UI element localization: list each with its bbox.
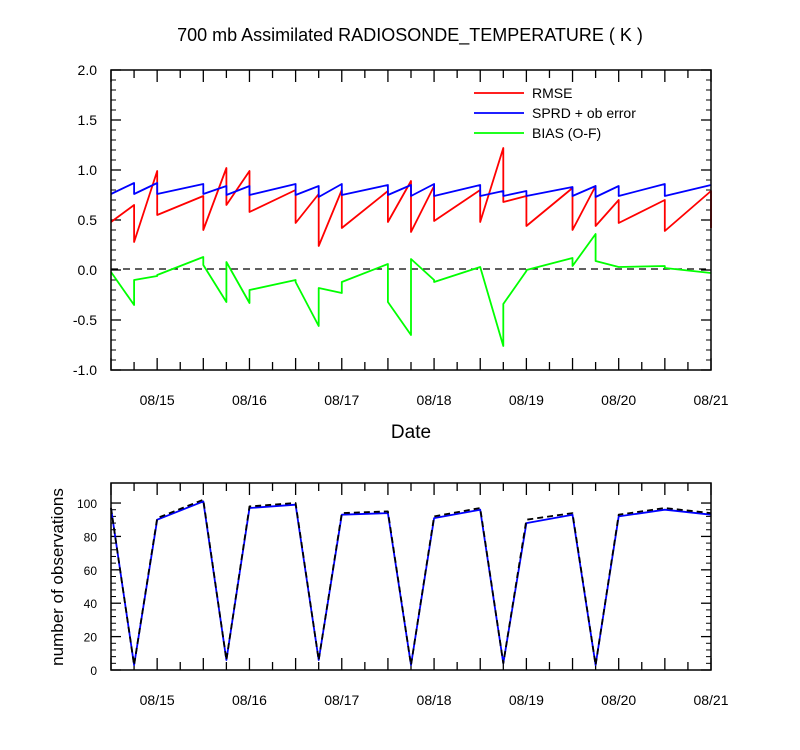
bottom-y-tick-label: 100 xyxy=(77,497,97,511)
top-y-tick-label: 1.0 xyxy=(78,162,98,178)
top-series-line-rmse xyxy=(110,147,712,247)
bottom-x-tick-label: 08/18 xyxy=(417,692,452,708)
bottom-x-tick-label: 08/17 xyxy=(324,692,359,708)
bottom-y-axis-label: number of observations xyxy=(48,488,67,666)
bottom-y-tick-label: 20 xyxy=(84,631,98,645)
bottom-x-tick-labels: 08/15 08/16 08/17 08/18 08/19 08/20 08/21 xyxy=(140,692,729,708)
bottom-series-line-series-0 xyxy=(110,500,712,666)
bottom-axis-ticks xyxy=(110,483,712,671)
top-x-tick-label: 08/15 xyxy=(140,392,175,408)
top-plot-frame xyxy=(110,69,712,371)
bottom-y-tick-label: 40 xyxy=(84,597,98,611)
top-panel: -1.0-0.50.00.51.01.52.0 08/15 08/16 08/17 0… xyxy=(73,62,729,443)
top-series-group xyxy=(110,147,712,347)
top-series-line-bias-o-f xyxy=(110,233,712,347)
top-x-tick-labels: 08/15 08/16 08/17 08/18 08/19 08/20 08/21 xyxy=(140,392,729,408)
top-x-axis-label: Date xyxy=(391,422,431,443)
bottom-x-tick-label: 08/21 xyxy=(693,692,728,708)
top-x-tick-label: 08/18 xyxy=(417,392,452,408)
top-y-tick-label: -1.0 xyxy=(73,362,97,378)
top-y-tick-label: 0.5 xyxy=(78,212,98,228)
bottom-x-tick-label: 08/16 xyxy=(232,692,267,708)
bottom-x-tick-label: 08/15 xyxy=(140,692,175,708)
top-x-tick-label: 08/21 xyxy=(693,392,728,408)
bottom-x-tick-label: 08/20 xyxy=(601,692,636,708)
chart-title: 700 mb Assimilated RADIOSONDE_TEMPERATUR… xyxy=(177,25,643,46)
top-axis-ticks xyxy=(110,69,712,371)
bottom-y-tick-labels: 0 20 40 60 80 100 xyxy=(77,497,97,678)
legend-label-rmse: RMSE xyxy=(532,85,572,101)
top-series-line-sprd-ob-error xyxy=(110,182,712,198)
top-y-tick-label: 2.0 xyxy=(78,62,98,78)
bottom-series-line-series-1 xyxy=(110,498,712,666)
top-x-tick-label: 08/20 xyxy=(601,392,636,408)
bottom-plot-frame xyxy=(110,482,712,671)
legend-label-sprd: SPRD + ob error xyxy=(532,105,636,121)
legend-label-bias: BIAS (O-F) xyxy=(532,125,601,141)
top-y-tick-label: -0.5 xyxy=(73,312,97,328)
bottom-y-tick-label: 80 xyxy=(84,530,98,544)
bottom-x-tick-label: 08/19 xyxy=(509,692,544,708)
top-y-tick-label: 0.0 xyxy=(78,262,98,278)
top-x-tick-label: 08/16 xyxy=(232,392,267,408)
legend: RMSE SPRD + ob error BIAS (O-F) xyxy=(474,85,636,141)
top-y-tick-label: 1.5 xyxy=(78,112,98,128)
bottom-series-group xyxy=(110,498,712,666)
top-y-tick-labels: -1.0 -0.5 0.0 0.5 1.0 1.5 2.0 xyxy=(73,62,97,378)
top-x-tick-label: 08/17 xyxy=(324,392,359,408)
bottom-y-tick-label: 0 xyxy=(90,664,97,678)
top-x-tick-label: 08/19 xyxy=(509,392,544,408)
bottom-y-tick-label: 60 xyxy=(84,564,98,578)
